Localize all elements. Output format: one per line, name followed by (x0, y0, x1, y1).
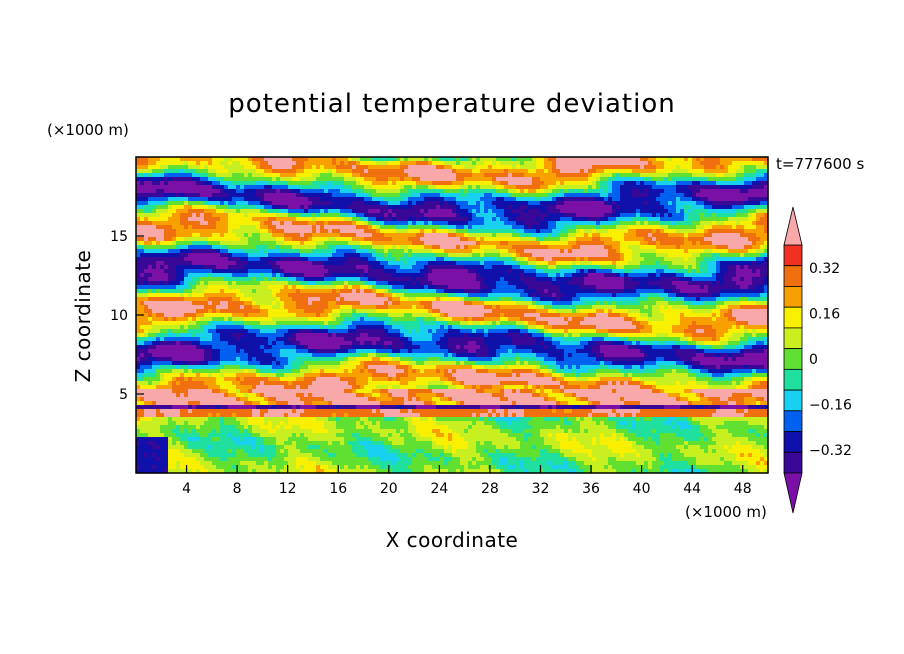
y-axis: 5 10 15 (110, 229, 144, 403)
colorbar-labels: 0.32 0.16 0 −0.16 −0.32 (809, 261, 852, 459)
colorbar (783, 206, 803, 514)
y-axis-label: Z coordinate (71, 250, 95, 383)
x-tick-label: 44 (683, 481, 701, 497)
y-unit-label: (×1000 m) (47, 121, 129, 139)
colorbar-bin (783, 431, 803, 453)
chart-title: potential temperature deviation (228, 89, 675, 119)
x-tick-label: 8 (233, 481, 242, 497)
colorbar-bin (783, 389, 803, 412)
time-label: t=777600 s (776, 155, 864, 173)
colorbar-tick-label: 0.16 (809, 306, 840, 322)
colorbar-bin (783, 368, 803, 391)
colorbar-tick-label: 0.32 (809, 261, 840, 277)
x-unit-label: (×1000 m) (685, 503, 767, 521)
x-tick-label: 28 (481, 481, 499, 497)
x-tick-label: 12 (279, 481, 297, 497)
y-tick-label: 5 (119, 387, 128, 403)
colorbar-tick-label: −0.32 (809, 443, 852, 459)
x-tick-label: 40 (633, 481, 651, 497)
y-tick-label: 15 (110, 229, 128, 245)
colorbar-bin (783, 451, 803, 474)
colorbar-min-arrow (783, 472, 803, 514)
colorbar-bin (783, 410, 803, 432)
x-axis-label: X coordinate (386, 528, 519, 552)
x-tick-label: 36 (582, 481, 600, 497)
x-axis: 4 8 12 16 20 24 28 32 36 40 44 48 (182, 465, 752, 497)
x-tick-label: 32 (532, 481, 550, 497)
x-tick-label: 16 (329, 481, 347, 497)
contour-field (136, 157, 769, 474)
x-tick-label: 4 (182, 481, 191, 497)
colorbar-tick-label: 0 (809, 352, 818, 368)
colorbar-max-arrow (783, 206, 803, 246)
colorbar-bin (783, 327, 803, 350)
colorbar-bin (783, 244, 803, 267)
x-tick-label: 20 (380, 481, 398, 497)
colorbar-bin (783, 286, 803, 308)
y-tick-label: 10 (110, 308, 128, 324)
colorbar-bin (783, 265, 803, 287)
colorbar-bin (783, 348, 803, 370)
colorbar-bin (783, 306, 803, 329)
x-tick-label: 48 (734, 481, 752, 497)
colorbar-tick-label: −0.16 (809, 398, 852, 414)
x-tick-label: 24 (430, 481, 448, 497)
